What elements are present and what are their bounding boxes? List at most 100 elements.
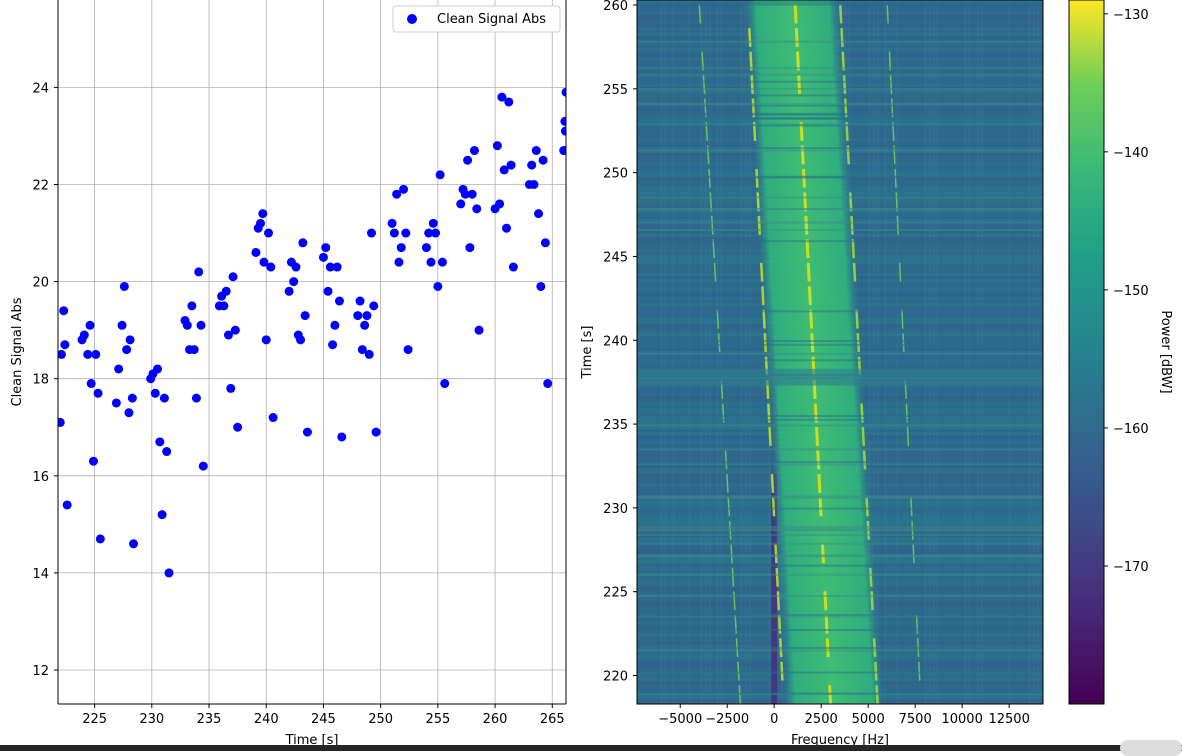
x-tick-label: 255 <box>425 712 450 727</box>
data-point <box>424 228 434 238</box>
data-point <box>256 218 266 228</box>
data-point <box>403 345 413 355</box>
data-point <box>93 388 103 398</box>
data-point <box>426 257 436 267</box>
data-point <box>332 262 342 272</box>
colorbar: −130 −140 −150 −160 −170 Power [dBW] <box>1068 0 1173 705</box>
data-point <box>182 320 192 330</box>
data-point <box>474 325 484 335</box>
y-tick-label: 235 <box>603 418 628 433</box>
data-point <box>155 437 165 447</box>
x-tick-label: −2500 <box>705 712 749 727</box>
data-point <box>337 432 347 442</box>
data-point <box>364 349 374 359</box>
data-point <box>465 243 475 253</box>
x-tick-label: 240 <box>254 712 279 727</box>
x-tick-label: 260 <box>483 712 508 727</box>
data-point <box>79 330 89 340</box>
data-point <box>560 126 566 136</box>
data-point <box>266 262 276 272</box>
y-tick-label: 22 <box>32 178 49 193</box>
y-tick-label: 18 <box>32 373 49 388</box>
colorbar-tick-label: −160 <box>1113 422 1149 437</box>
data-point <box>58 417 65 427</box>
scatter-x-ticks: 225 230 235 240 245 250 255 260 265 <box>82 704 565 727</box>
resize-handle[interactable] <box>1120 740 1182 756</box>
data-point <box>153 364 163 374</box>
colorbar-tick-label: −170 <box>1113 560 1149 575</box>
colorbar-tick-label: −130 <box>1113 8 1149 23</box>
data-point <box>60 340 70 350</box>
data-point <box>495 199 505 209</box>
spectrogram-y-ticks: 220 225 230 235 240 245 250 255 260 <box>603 0 637 685</box>
data-point <box>492 141 502 151</box>
data-point <box>164 568 174 578</box>
data-point <box>157 510 167 520</box>
data-point <box>362 311 372 321</box>
data-point <box>540 238 550 248</box>
data-point <box>360 320 370 330</box>
data-point <box>95 534 105 544</box>
colorbar-label: Power [dBW] <box>1158 310 1173 393</box>
data-point <box>228 272 238 282</box>
spectrogram-plot: −5000 −2500 0 2500 5000 7500 10000 12500 220 225… <box>580 0 1044 748</box>
data-point <box>421 243 431 253</box>
x-tick-label: 5000 <box>852 712 885 727</box>
scatter-x-axis-label: Time [s] <box>285 733 339 748</box>
colorbar-tick-label: −140 <box>1113 146 1149 161</box>
data-point <box>187 301 197 311</box>
data-point <box>392 189 402 199</box>
data-point <box>302 427 312 437</box>
data-point <box>536 281 546 291</box>
x-tick-label: 265 <box>540 712 565 727</box>
data-point <box>122 345 132 355</box>
data-point <box>431 228 441 238</box>
y-tick-label: 245 <box>603 250 628 265</box>
data-point <box>502 223 512 233</box>
data-point <box>433 281 443 291</box>
data-point <box>196 320 206 330</box>
spectrogram-image <box>637 0 1043 704</box>
y-tick-label: 20 <box>32 276 49 291</box>
scatter-grid <box>58 0 566 704</box>
data-point <box>527 160 537 170</box>
data-point <box>469 146 479 156</box>
data-point <box>330 320 340 330</box>
data-point <box>88 456 98 466</box>
data-point <box>559 146 566 156</box>
data-point <box>114 364 124 374</box>
data-point <box>323 286 333 296</box>
data-point <box>396 243 406 253</box>
data-point <box>538 155 548 165</box>
data-point <box>325 262 335 272</box>
scatter-plot: 225 230 235 240 245 250 255 260 265 12 14 16 18 20 22… <box>10 0 567 748</box>
x-tick-label: 225 <box>82 712 107 727</box>
y-tick-label: 24 <box>32 81 49 96</box>
data-point <box>328 340 338 350</box>
scatter-points <box>58 87 566 578</box>
data-point <box>125 335 135 345</box>
data-point <box>119 281 129 291</box>
data-point <box>251 247 261 257</box>
spectrogram-x-axis-label: Frequency [Hz] <box>791 733 889 748</box>
data-point <box>460 189 470 199</box>
data-point <box>264 228 274 238</box>
data-point <box>371 427 381 437</box>
scatter-y-axis-label: Clean Signal Abs <box>10 297 25 406</box>
data-point <box>560 116 566 126</box>
data-point <box>440 379 450 389</box>
colorbar-tick-label: −150 <box>1113 284 1149 299</box>
y-tick-label: 16 <box>32 470 49 485</box>
data-point <box>399 184 409 194</box>
data-point <box>261 335 271 345</box>
data-point <box>543 379 553 389</box>
colorbar-ticks: −130 −140 −150 −160 −170 <box>1104 8 1149 575</box>
data-point <box>59 306 69 316</box>
scatter-legend: Clean Signal Abs <box>392 5 561 33</box>
data-point <box>366 228 376 238</box>
data-point <box>401 228 411 238</box>
data-point <box>58 349 66 359</box>
data-point <box>124 408 134 418</box>
x-tick-label: 235 <box>197 712 222 727</box>
data-point <box>529 179 539 189</box>
